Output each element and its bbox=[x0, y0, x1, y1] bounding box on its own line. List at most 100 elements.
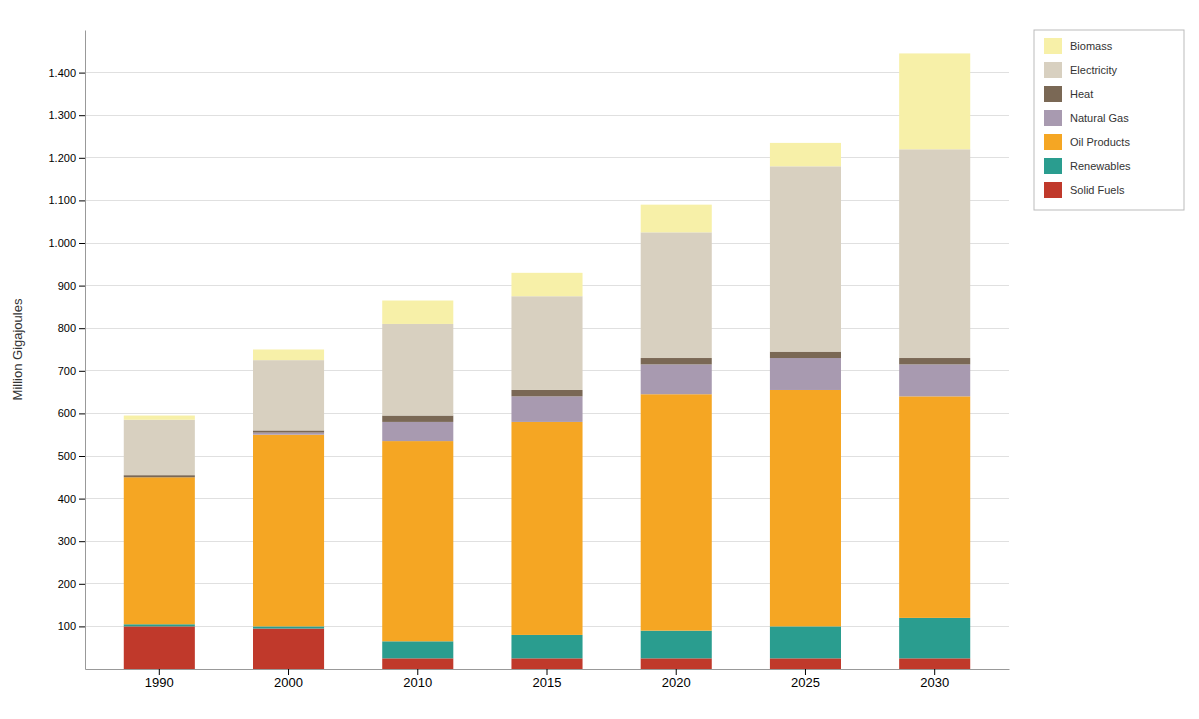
legend-label: Biomass bbox=[1070, 40, 1113, 52]
bar bbox=[253, 430, 324, 432]
x-tick: 1990 bbox=[145, 669, 174, 690]
bar bbox=[899, 149, 970, 358]
x-tick-label: 2010 bbox=[403, 675, 432, 690]
bar bbox=[124, 624, 195, 626]
bar bbox=[641, 658, 712, 669]
y-tick-mark bbox=[79, 584, 85, 585]
y-tick: 700 bbox=[58, 365, 85, 377]
legend-swatch bbox=[1044, 62, 1062, 78]
y-tick: 600 bbox=[58, 407, 85, 419]
y-tick: 1.100 bbox=[48, 194, 85, 206]
bar bbox=[124, 475, 195, 477]
bar bbox=[511, 296, 582, 390]
y-tick-mark bbox=[79, 456, 85, 457]
y-tick: 1.400 bbox=[48, 67, 85, 79]
bar-series bbox=[124, 149, 970, 475]
y-tick-mark bbox=[79, 73, 85, 74]
y-tick-mark bbox=[79, 200, 85, 201]
bar bbox=[382, 641, 453, 658]
x-tick-mark bbox=[547, 669, 548, 675]
y-tick-label: 700 bbox=[58, 365, 76, 377]
bar bbox=[124, 416, 195, 420]
y-tick-mark bbox=[79, 115, 85, 116]
legend-swatch bbox=[1044, 134, 1062, 150]
y-tick: 300 bbox=[58, 535, 85, 547]
x-tick-mark bbox=[417, 669, 418, 675]
y-tick-label: 600 bbox=[58, 407, 76, 419]
bar bbox=[770, 658, 841, 669]
y-tick: 1.300 bbox=[48, 109, 85, 121]
y-tick: 400 bbox=[58, 493, 85, 505]
bar bbox=[770, 626, 841, 658]
bar bbox=[511, 422, 582, 635]
bar bbox=[124, 477, 195, 624]
legend-item: Heat bbox=[1044, 86, 1093, 102]
y-tick-mark bbox=[79, 626, 85, 627]
bar bbox=[899, 358, 970, 364]
bar bbox=[899, 53, 970, 149]
y-tick: 100 bbox=[58, 620, 85, 632]
legend-label: Renewables bbox=[1070, 160, 1131, 172]
x-tick-label: 1990 bbox=[145, 675, 174, 690]
y-tick: 800 bbox=[58, 322, 85, 334]
y-tick-mark bbox=[79, 371, 85, 372]
x-tick-label: 2030 bbox=[920, 675, 949, 690]
x-tick-label: 2020 bbox=[662, 675, 691, 690]
bar bbox=[899, 396, 970, 618]
bar bbox=[382, 658, 453, 669]
legend-swatch bbox=[1044, 86, 1062, 102]
y-tick: 200 bbox=[58, 578, 85, 590]
legend-item: Solid Fuels bbox=[1044, 182, 1125, 198]
bar-series bbox=[253, 358, 970, 441]
x-tick-label: 2015 bbox=[533, 675, 562, 690]
legend-item: Renewables bbox=[1044, 158, 1131, 174]
bar bbox=[382, 416, 453, 422]
bar bbox=[253, 433, 324, 435]
x-tick-mark bbox=[934, 669, 935, 675]
bar bbox=[899, 658, 970, 669]
x-tick-mark bbox=[159, 669, 160, 675]
bar bbox=[641, 631, 712, 659]
bar-series bbox=[124, 390, 970, 641]
y-tick-label: 900 bbox=[58, 280, 76, 292]
y-tick-label: 200 bbox=[58, 578, 76, 590]
bar bbox=[641, 364, 712, 394]
bar-series bbox=[124, 53, 970, 419]
y-tick-label: 1.300 bbox=[48, 109, 76, 121]
y-tick-label: 300 bbox=[58, 535, 76, 547]
y-axis-title: Million Gigajoules bbox=[10, 298, 25, 400]
legend-label: Natural Gas bbox=[1070, 112, 1129, 124]
x-tick-mark bbox=[805, 669, 806, 675]
x-tick: 2000 bbox=[274, 669, 303, 690]
legend-swatch bbox=[1044, 182, 1062, 198]
x-tick: 2025 bbox=[791, 669, 820, 690]
bar bbox=[899, 618, 970, 658]
y-tick-mark bbox=[79, 328, 85, 329]
x-tick-mark bbox=[288, 669, 289, 675]
legend-frame bbox=[1034, 30, 1184, 210]
legend-item: Electricity bbox=[1044, 62, 1118, 78]
legend: BiomassElectricityHeatNatural GasOil Pro… bbox=[1034, 30, 1184, 210]
bar bbox=[511, 658, 582, 669]
bar bbox=[511, 273, 582, 296]
y-tick-mark bbox=[79, 413, 85, 414]
grid-line bbox=[85, 200, 1009, 201]
y-tick: 900 bbox=[58, 280, 85, 292]
y-tick-label: 100 bbox=[58, 620, 76, 632]
grid-line bbox=[85, 115, 1009, 116]
bar bbox=[253, 626, 324, 628]
y-tick-mark bbox=[79, 158, 85, 159]
y-tick-label: 500 bbox=[58, 450, 76, 462]
bar bbox=[253, 360, 324, 430]
y-tick-label: 1.100 bbox=[48, 194, 76, 206]
bar bbox=[641, 232, 712, 358]
bar bbox=[641, 394, 712, 630]
y-tick: 1.000 bbox=[48, 237, 85, 249]
legend-label: Solid Fuels bbox=[1070, 184, 1125, 196]
legend-label: Electricity bbox=[1070, 64, 1118, 76]
bar bbox=[253, 629, 324, 669]
y-tick-mark bbox=[79, 499, 85, 500]
legend-swatch bbox=[1044, 38, 1062, 54]
y-tick: 1.200 bbox=[48, 152, 85, 164]
grid-line bbox=[85, 72, 1009, 73]
